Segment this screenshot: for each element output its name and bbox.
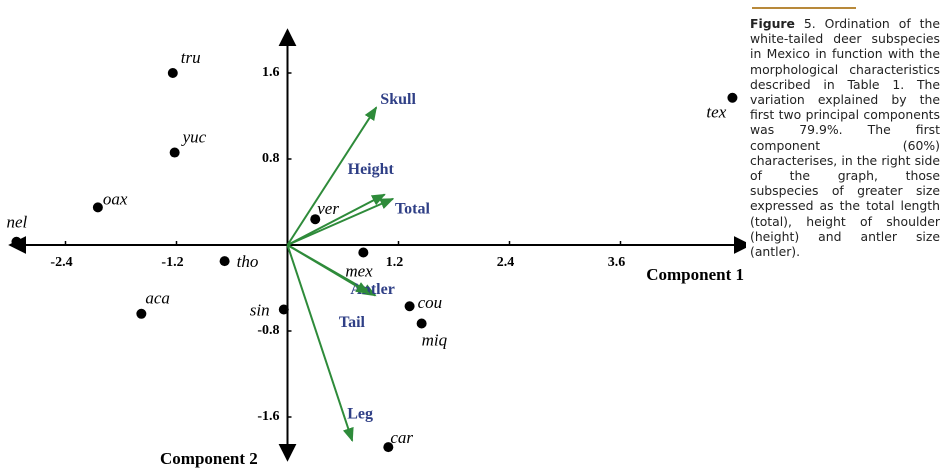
point — [11, 236, 22, 247]
point-label: tho — [237, 252, 259, 271]
point — [136, 308, 147, 319]
point — [169, 147, 180, 158]
point — [727, 92, 738, 103]
point — [416, 318, 427, 329]
vector-label: Tail — [339, 314, 366, 331]
x-axis-label: Component 1 — [646, 265, 744, 284]
y-tick-label: -0.8 — [257, 323, 279, 338]
loading-vector — [286, 244, 354, 442]
point — [310, 214, 321, 225]
point-label: ver — [317, 199, 339, 218]
y-axis-label: Component 2 — [160, 449, 258, 468]
point — [404, 301, 415, 312]
point — [383, 442, 394, 453]
caption-rule — [752, 7, 856, 9]
vector-label: Height — [348, 161, 395, 178]
loading-vector — [287, 193, 386, 246]
vector-label: Leg — [347, 405, 373, 422]
point-label: aca — [145, 289, 170, 308]
point-label: nel — [6, 213, 27, 232]
y-tick-label: 1.6 — [262, 65, 280, 80]
point — [167, 68, 178, 78]
caption-label: Figure — [750, 16, 795, 31]
x-tick-label: -1.2 — [161, 255, 183, 270]
point-label: oax — [103, 189, 128, 208]
vector-label: Antler — [350, 281, 394, 298]
loading-vector — [286, 244, 371, 295]
point-label: yuc — [181, 127, 207, 146]
point-label: tru — [181, 48, 201, 67]
vector-label: Total — [395, 200, 431, 217]
point-label: miq — [422, 330, 448, 349]
x-tick-label: 3.6 — [608, 255, 626, 270]
chart: -2.4 -1.2 1.2 2.4 3.6 -1.6 -0.8 0.8 1.6 Component… — [6, 28, 746, 468]
point-label: car — [390, 428, 413, 447]
point — [219, 256, 230, 267]
loading-vector — [286, 106, 378, 246]
point-label: mex — [345, 261, 373, 280]
point — [92, 202, 103, 213]
vector-label: Skull — [380, 91, 416, 108]
x-tick-label: 2.4 — [497, 255, 515, 270]
point-label: sin — [250, 300, 270, 319]
loading-vector — [287, 197, 395, 246]
point — [278, 304, 289, 315]
y-tick-label: -1.6 — [257, 409, 279, 424]
caption-text: 5. Ordination of the white-tailed deer s… — [750, 16, 940, 260]
x-tick-label: 1.2 — [386, 255, 404, 270]
y-tick-label: 0.8 — [262, 151, 280, 166]
point — [358, 247, 369, 258]
caption: Figure 5. Ordination of the white-tailed… — [750, 16, 940, 259]
x-tick-label: -2.4 — [50, 255, 72, 270]
point-label: cou — [418, 293, 443, 312]
point-label: tex — [706, 103, 726, 122]
